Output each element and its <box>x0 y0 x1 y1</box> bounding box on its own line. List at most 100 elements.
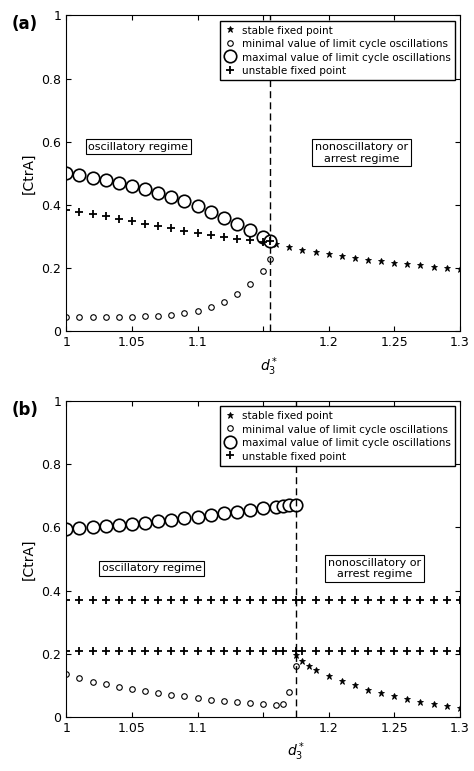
Line: minimal value of limit cycle oscillations: minimal value of limit cycle oscillation… <box>64 664 299 708</box>
maximal value of limit cycle oscillations <box>260 503 266 513</box>
stable fixed point <box>431 262 437 271</box>
minimal value of limit cycle oscillations <box>286 687 292 696</box>
stable fixed point <box>326 250 331 259</box>
unstable fixed point <box>418 646 423 655</box>
maximal value of limit cycle oscillations <box>234 220 240 229</box>
minimal value of limit cycle oscillations <box>234 698 240 707</box>
minimal value of limit cycle oscillations <box>142 687 148 696</box>
minimal value of limit cycle oscillations <box>64 670 69 679</box>
minimal value of limit cycle oscillations <box>247 699 253 708</box>
minimal value of limit cycle oscillations <box>168 690 174 699</box>
maximal value of limit cycle oscillations <box>77 170 82 180</box>
unstable fixed point <box>221 646 227 655</box>
unstable fixed point <box>90 210 95 219</box>
Legend: stable fixed point, minimal value of limit cycle oscillations, maximal value of : stable fixed point, minimal value of lim… <box>219 21 455 80</box>
unstable fixed point <box>221 232 227 241</box>
unstable fixed point <box>300 646 305 655</box>
Text: oscillatory regime: oscillatory regime <box>89 142 189 152</box>
maximal value of limit cycle oscillations <box>293 500 299 510</box>
minimal value of limit cycle oscillations <box>208 303 213 312</box>
minimal value of limit cycle oscillations <box>260 267 266 276</box>
unstable fixed point <box>457 646 463 655</box>
Legend: stable fixed point, minimal value of limit cycle oscillations, maximal value of : stable fixed point, minimal value of lim… <box>219 406 455 466</box>
unstable fixed point <box>260 237 266 246</box>
maximal value of limit cycle oscillations <box>280 501 285 510</box>
unstable fixed point <box>339 646 345 655</box>
unstable fixed point <box>260 646 266 655</box>
unstable fixed point <box>168 224 174 233</box>
stable fixed point <box>300 656 305 665</box>
stable fixed point <box>352 681 358 690</box>
Line: maximal value of limit cycle oscillations: maximal value of limit cycle oscillation… <box>60 498 302 535</box>
unstable fixed point <box>444 646 449 655</box>
maximal value of limit cycle oscillations <box>142 184 148 194</box>
unstable fixed point <box>64 646 69 655</box>
maximal value of limit cycle oscillations <box>142 518 148 527</box>
minimal value of limit cycle oscillations <box>267 254 273 264</box>
Line: minimal value of limit cycle oscillations: minimal value of limit cycle oscillation… <box>64 257 273 320</box>
minimal value of limit cycle oscillations <box>103 312 109 322</box>
Text: $d_3^*$: $d_3^*$ <box>287 741 305 763</box>
Line: unstable fixed point: unstable fixed point <box>62 207 274 246</box>
unstable fixed point <box>431 646 437 655</box>
minimal value of limit cycle oscillations <box>195 693 201 702</box>
maximal value of limit cycle oscillations <box>195 202 201 211</box>
unstable fixed point <box>142 646 148 655</box>
minimal value of limit cycle oscillations <box>293 662 299 671</box>
unstable fixed point <box>352 646 358 655</box>
maximal value of limit cycle oscillations <box>168 515 174 524</box>
unstable fixed point <box>142 219 148 228</box>
minimal value of limit cycle oscillations <box>129 685 135 694</box>
maximal value of limit cycle oscillations <box>129 181 135 190</box>
unstable fixed point <box>129 646 135 655</box>
unstable fixed point <box>247 236 253 245</box>
stable fixed point <box>404 260 410 269</box>
stable fixed point <box>418 261 423 270</box>
unstable fixed point <box>195 646 201 655</box>
unstable fixed point <box>155 221 161 231</box>
stable fixed point <box>444 701 449 710</box>
unstable fixed point <box>168 646 174 655</box>
stable fixed point <box>267 237 273 246</box>
minimal value of limit cycle oscillations <box>182 308 187 318</box>
maximal value of limit cycle oscillations <box>260 232 266 241</box>
maximal value of limit cycle oscillations <box>247 506 253 515</box>
minimal value of limit cycle oscillations <box>260 700 266 709</box>
maximal value of limit cycle oscillations <box>103 175 109 184</box>
unstable fixed point <box>77 646 82 655</box>
minimal value of limit cycle oscillations <box>208 695 213 704</box>
Line: stable fixed point: stable fixed point <box>266 238 463 273</box>
stable fixed point <box>339 251 345 261</box>
Text: nonoscillatory or
arrest regime: nonoscillatory or arrest regime <box>315 142 408 163</box>
unstable fixed point <box>392 646 397 655</box>
unstable fixed point <box>280 646 285 655</box>
stable fixed point <box>352 254 358 263</box>
unstable fixed point <box>326 646 331 655</box>
maximal value of limit cycle oscillations <box>129 520 135 529</box>
minimal value of limit cycle oscillations <box>195 306 201 315</box>
maximal value of limit cycle oscillations <box>273 502 279 511</box>
stable fixed point <box>392 258 397 268</box>
unstable fixed point <box>267 237 273 246</box>
unstable fixed point <box>247 646 253 655</box>
unstable fixed point <box>64 206 69 215</box>
stable fixed point <box>273 239 279 248</box>
stable fixed point <box>378 689 384 698</box>
maximal value of limit cycle oscillations <box>182 513 187 523</box>
minimal value of limit cycle oscillations <box>182 692 187 701</box>
Text: $d_3^*$: $d_3^*$ <box>261 355 279 378</box>
maximal value of limit cycle oscillations <box>77 524 82 533</box>
minimal value of limit cycle oscillations <box>280 700 285 709</box>
stable fixed point <box>404 695 410 704</box>
Line: maximal value of limit cycle oscillations: maximal value of limit cycle oscillation… <box>60 167 276 247</box>
stable fixed point <box>293 651 299 660</box>
minimal value of limit cycle oscillations <box>116 682 122 692</box>
maximal value of limit cycle oscillations <box>195 512 201 521</box>
stable fixed point <box>313 247 319 257</box>
stable fixed point <box>286 242 292 251</box>
unstable fixed point <box>293 646 299 655</box>
Text: (a): (a) <box>11 15 37 33</box>
unstable fixed point <box>90 646 95 655</box>
unstable fixed point <box>129 217 135 226</box>
minimal value of limit cycle oscillations <box>90 677 95 686</box>
